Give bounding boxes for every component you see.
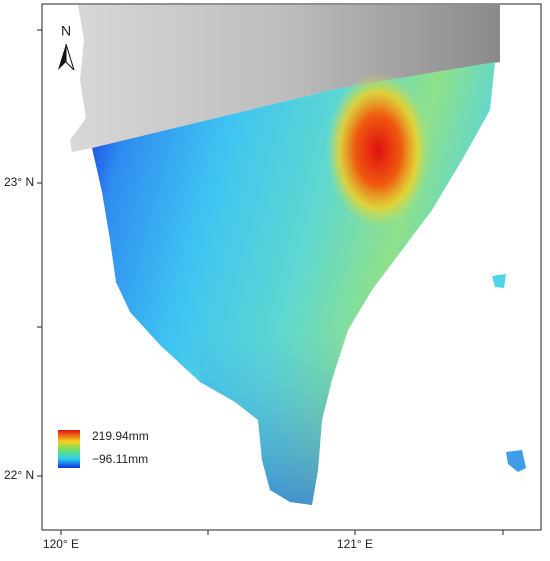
lat-label: 22° N (4, 468, 34, 482)
southern-tone (200, 330, 345, 505)
axis-ticks (37, 29, 504, 535)
uplift-hotspot (326, 72, 430, 228)
hillshade-land (70, 5, 500, 152)
north-arrow: N (58, 23, 75, 71)
lon-label: 121° E (337, 537, 373, 551)
island (506, 450, 526, 472)
north-label: N (61, 23, 71, 39)
lon-label: 120° E (43, 537, 79, 551)
legend-min: −96.11mm (92, 452, 148, 466)
legend-colorbar (58, 430, 80, 468)
legend-max: 219.94mm (92, 429, 149, 443)
lat-label: 23° N (4, 175, 34, 189)
island (492, 274, 506, 288)
